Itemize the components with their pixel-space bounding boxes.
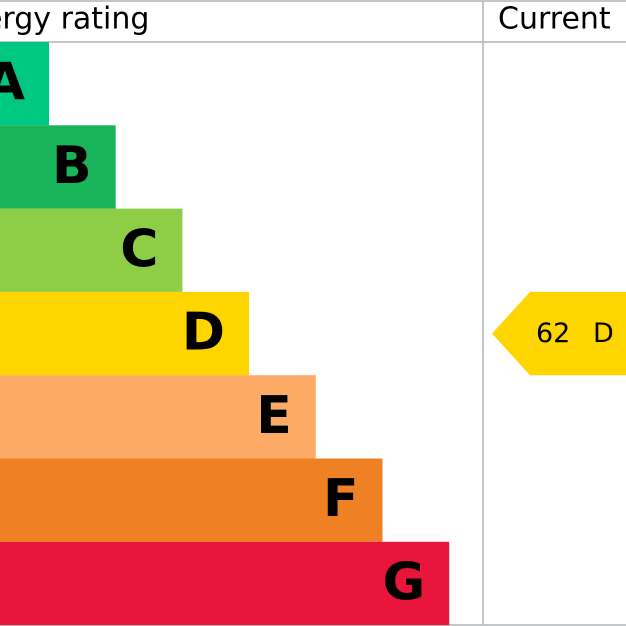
band-letter: G [383, 552, 426, 612]
band-letter: D [182, 303, 225, 363]
band-bar [0, 42, 49, 126]
band-bar [0, 458, 383, 542]
band-letter: B [52, 136, 92, 196]
current-arrow [492, 291, 626, 376]
band-bar [0, 375, 316, 459]
current-score: 62 [536, 318, 570, 349]
band-bar [0, 541, 450, 626]
band-letter: E [256, 386, 292, 446]
band-letter: F [323, 469, 359, 529]
band-bar [0, 291, 250, 376]
band-bar [0, 125, 116, 209]
current-rating: 62 D [492, 291, 626, 376]
band-letter: C [120, 219, 158, 279]
header-current: Current [498, 2, 611, 37]
band-letter: A [0, 53, 25, 113]
header-title: Energy rating [0, 2, 149, 37]
current-band: D [593, 318, 614, 349]
band-bar [0, 208, 183, 292]
